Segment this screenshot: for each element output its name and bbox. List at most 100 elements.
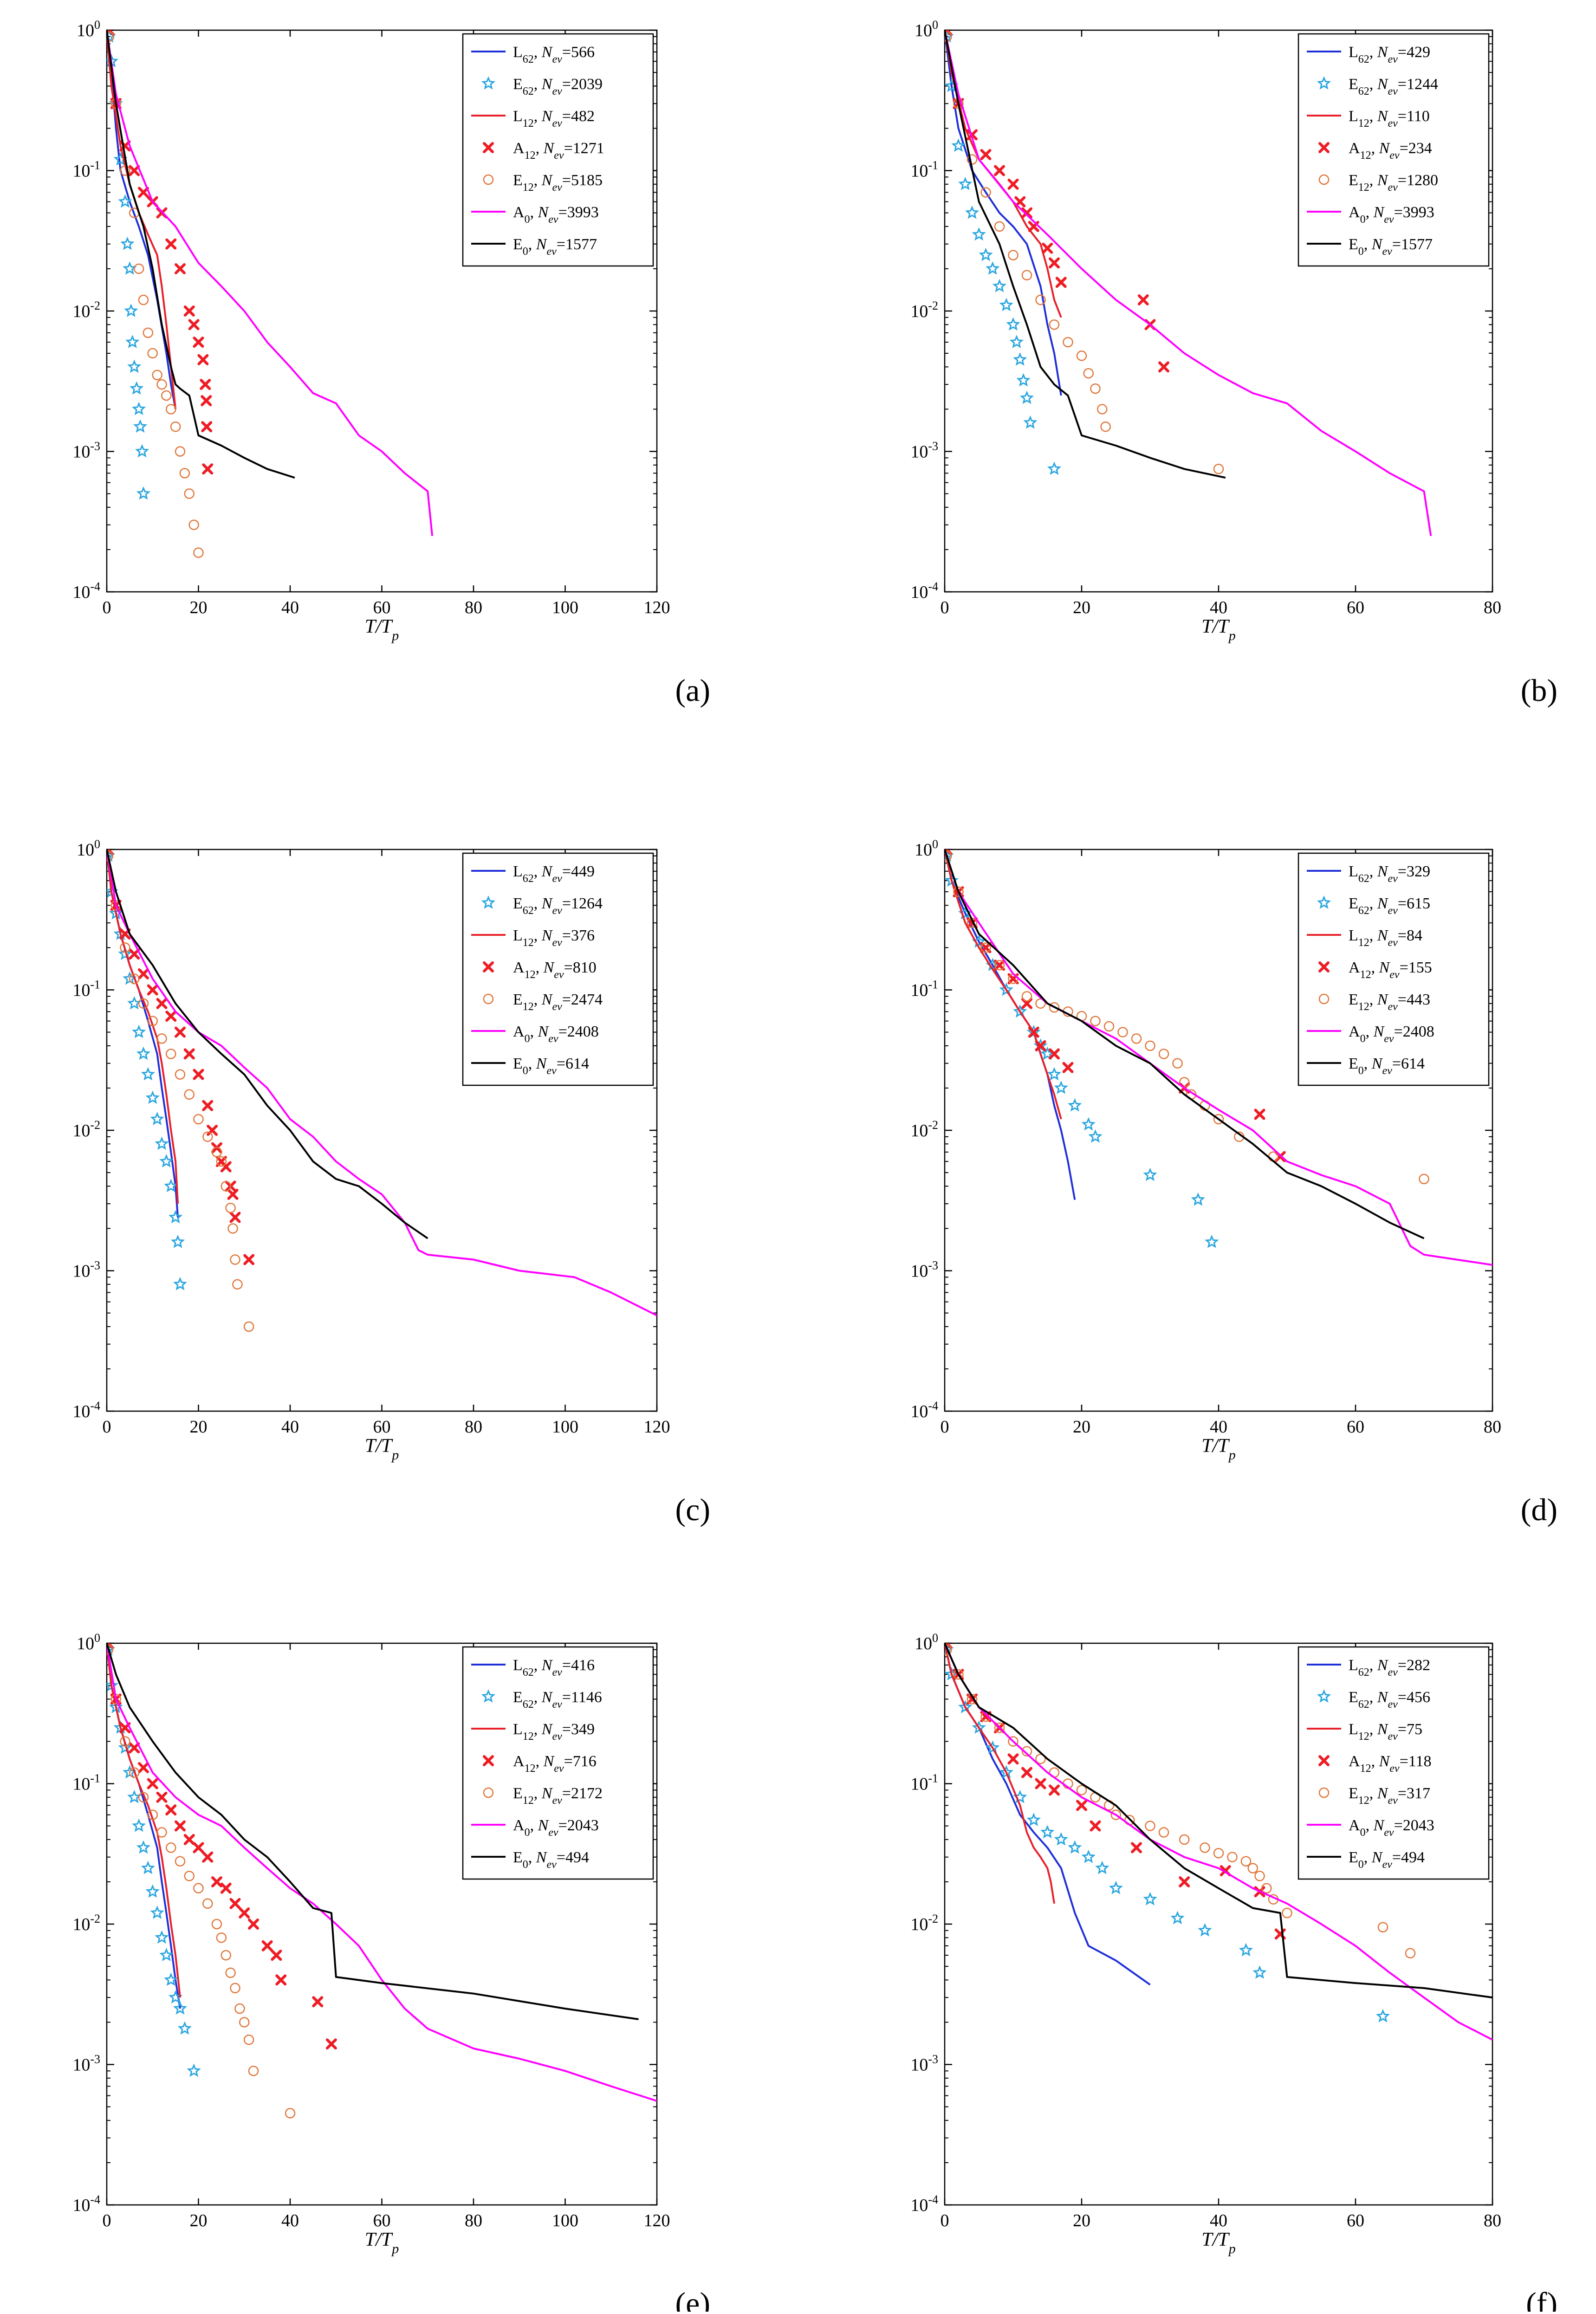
data-point-A12 — [1049, 1784, 1060, 1796]
legend-marker — [1318, 1755, 1330, 1766]
legend-label-sep: , — [534, 1689, 542, 1706]
x-axis-label-subscript: p — [391, 1447, 399, 1463]
data-point-E62 — [1109, 1880, 1123, 1894]
y-tick-exponent: 0 — [94, 18, 100, 32]
y-tick-label: 10-2 — [72, 1118, 100, 1141]
legend-label-sep: , — [1369, 1785, 1377, 1802]
data-point-E12 — [1103, 1021, 1115, 1032]
x-tick-label: 80 — [1484, 1417, 1501, 1437]
data-point-E12 — [120, 942, 130, 953]
data-point-A12 — [183, 1834, 195, 1845]
x-tick-label: 60 — [373, 1417, 391, 1437]
legend-label-count: =3993 — [1394, 204, 1434, 221]
data-point-E62 — [1252, 1965, 1267, 1979]
legend-label-n-subscript: ev — [552, 1666, 562, 1679]
data-point-E62 — [155, 1136, 169, 1150]
legend-label-subscript: 0 — [523, 1859, 528, 1871]
plot-area — [107, 849, 657, 1332]
data-point-E62 — [164, 1179, 178, 1193]
x-tick-label: 0 — [941, 2211, 949, 2230]
data-point-E12 — [152, 369, 162, 381]
legend-label-count: =5185 — [562, 172, 603, 189]
x-axis-label-subscript: p — [1228, 628, 1236, 643]
data-point-E62 — [173, 2001, 188, 2015]
y-tick-exponent: -2 — [90, 1912, 100, 1925]
y-tick-exponent: -1 — [90, 978, 100, 992]
data-point-E62 — [972, 1720, 986, 1734]
data-point-E12 — [1021, 991, 1032, 1002]
data-point-E62 — [965, 205, 980, 219]
legend-label-sep: , — [1369, 1689, 1377, 1706]
y-tick-exponent: -3 — [928, 440, 938, 453]
data-point-E12 — [285, 2108, 296, 2119]
legend-label-n: N — [1377, 991, 1389, 1008]
series-line-E0 — [945, 30, 1226, 479]
chart-panel-3: 0 20 40 60 80 100 12010-410-310-210-1100T/TpL6… — [72, 837, 710, 1527]
data-point-E62 — [1198, 1923, 1212, 1937]
data-point-E62 — [150, 1112, 164, 1126]
legend-marker — [483, 142, 494, 153]
data-point-E62 — [1047, 1067, 1062, 1081]
x-tick-label: 80 — [1484, 598, 1501, 617]
chart-panel-5: 0 20 40 60 80 100 12010-410-310-210-1100T/TpL6… — [72, 1631, 710, 2314]
series-E0 — [107, 849, 428, 1239]
data-point-A12 — [1028, 1026, 1039, 1038]
data-point-E12 — [234, 2003, 245, 2014]
legend-label-n: N — [536, 1055, 548, 1072]
x-axis-label: T/Tp — [1201, 616, 1235, 643]
legend-label-n-subscript: ev — [1388, 1698, 1398, 1711]
legend-label-n-subscript: ev — [1388, 85, 1398, 97]
legend-label-n: N — [541, 1657, 553, 1674]
y-tick-exponent: 0 — [932, 837, 938, 851]
data-point-E12 — [133, 263, 144, 274]
x-tick-label: 20 — [1073, 598, 1090, 617]
legend-label-n: N — [538, 204, 550, 221]
data-point-A12-stroke — [129, 948, 140, 960]
legend-label-subscript: 12 — [525, 149, 536, 162]
data-point-E12 — [193, 547, 204, 558]
legend-label-n-subscript: ev — [1382, 1065, 1392, 1077]
x-axis-label: T/Tp — [365, 2229, 399, 2256]
legend-label-n-subscript: ev — [546, 246, 557, 258]
y-tick-label: 10-2 — [910, 1118, 938, 1141]
legend-label-subscript: 12 — [1360, 149, 1371, 162]
data-point-A12-stroke — [1062, 1062, 1074, 1073]
legend-label-n-subscript: ev — [1388, 873, 1398, 885]
data-point-A12-stroke — [1254, 1108, 1265, 1120]
x-axis-label-subscript: p — [391, 2241, 399, 2256]
data-point-A12-stroke — [239, 1907, 250, 1919]
y-tick-exponent: -1 — [928, 159, 938, 172]
legend-label-n: N — [543, 140, 555, 157]
legend-label-n-subscript: ev — [1388, 53, 1398, 65]
data-point-A12 — [197, 354, 209, 365]
data-point-A12-stroke — [1179, 1876, 1190, 1887]
legend-label-count: =456 — [1398, 1689, 1430, 1706]
data-point-A12 — [129, 165, 140, 176]
legend-label-n: N — [1379, 959, 1391, 976]
legend-label-sep: , — [534, 895, 542, 912]
legend-label-count: =494 — [1392, 1849, 1425, 1866]
x-tick-label: 60 — [1347, 598, 1364, 617]
data-point-E12 — [239, 2017, 250, 2028]
legend-label-n-subscript: ev — [546, 1065, 557, 1077]
y-tick-exponent: -4 — [928, 580, 938, 593]
x-tick-label: 120 — [644, 2211, 670, 2230]
data-point-A12-stroke — [1049, 257, 1060, 269]
data-point-A12-stroke — [147, 1778, 158, 1789]
legend-marker — [483, 174, 494, 185]
data-point-A12 — [211, 1876, 222, 1887]
data-point-A12-stroke — [1007, 178, 1019, 190]
legend-label-count: =614 — [1392, 1055, 1425, 1072]
data-point-E62 — [1095, 1860, 1109, 1874]
data-point-E12 — [1158, 1827, 1169, 1838]
legend-marker — [1318, 993, 1330, 1005]
data-point-E12 — [1261, 1883, 1272, 1894]
legend-label-n: N — [1377, 1689, 1389, 1706]
y-tick-label: 10-4 — [72, 2193, 100, 2215]
y-tick-exponent: -1 — [928, 978, 938, 992]
y-tick-label: 10-2 — [910, 299, 938, 321]
data-point-E12 — [1247, 1863, 1258, 1873]
x-tick-label: 120 — [644, 1417, 670, 1437]
series-A0 — [107, 30, 434, 536]
